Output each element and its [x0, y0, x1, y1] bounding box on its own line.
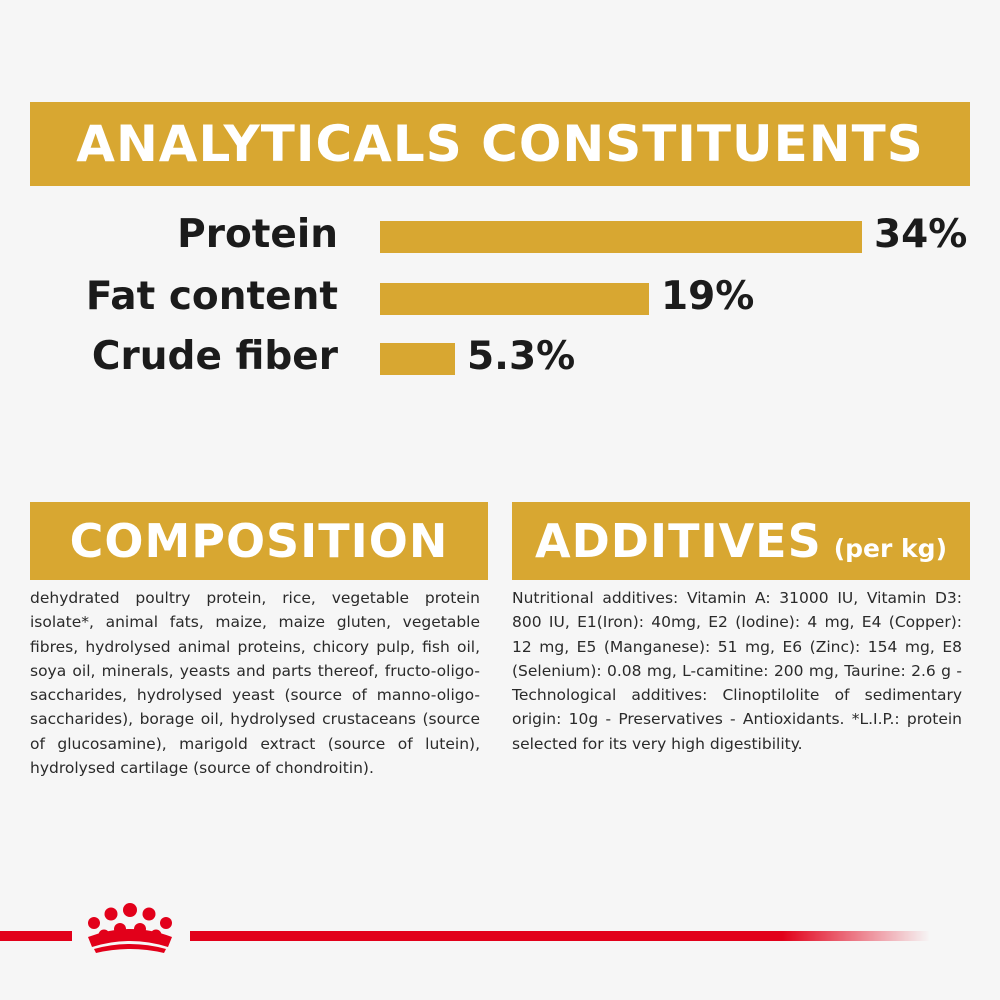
- additives-text: Nutritional additives: Vitamin A: 31000 …: [512, 589, 962, 753]
- composition-banner: COMPOSITION: [30, 502, 488, 580]
- composition-title: COMPOSITION: [69, 514, 449, 568]
- value-crude-fiber: 5.3%: [467, 334, 576, 379]
- additives-banner: ADDITIVES (per kg): [512, 502, 970, 580]
- bar-fat-content: [380, 283, 649, 315]
- value-fat-content: 19%: [661, 274, 755, 319]
- bar-crude-fiber: [380, 343, 455, 375]
- value-protein: 34%: [874, 212, 968, 257]
- row-label-fat-content: Fat content: [85, 274, 338, 319]
- row-label-protein: Protein: [177, 212, 338, 257]
- composition-text: dehydrated poultry protein, rice, vegeta…: [30, 589, 480, 778]
- bar-protein: [380, 221, 862, 253]
- royal-canin-crown-icon: [88, 903, 172, 953]
- additives-title: ADDITIVES: [535, 514, 822, 568]
- brand-line-right: [190, 931, 930, 941]
- row-label-crude-fiber: Crude fiber: [91, 334, 338, 379]
- analytics-banner: ANALYTICALS CONSTITUENTS: [30, 102, 970, 186]
- brand-line-left: [0, 931, 72, 941]
- analytics-title: ANALYTICALS CONSTITUENTS: [76, 115, 924, 173]
- additives-unit: (per kg): [833, 533, 947, 563]
